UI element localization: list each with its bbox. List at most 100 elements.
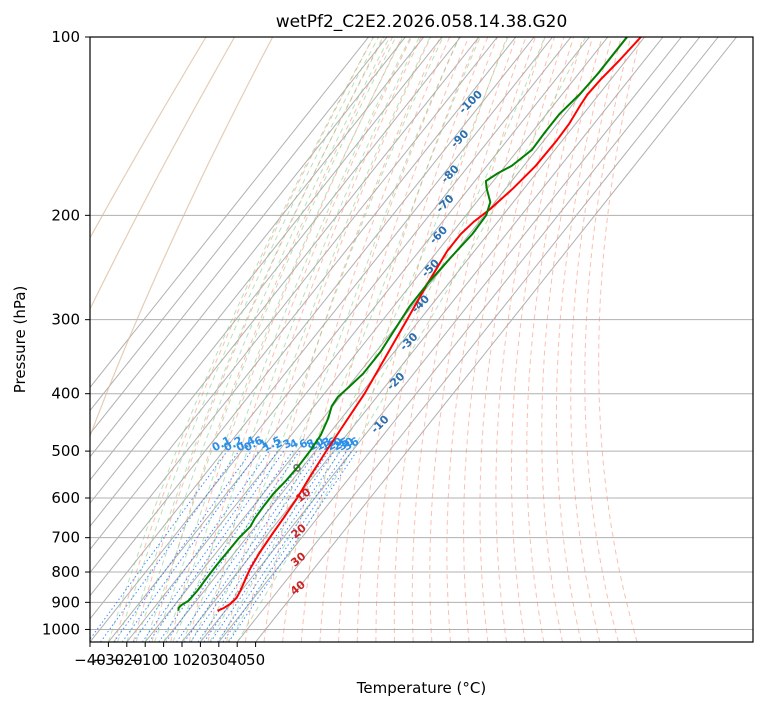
mixing-ratio-line	[228, 450, 358, 642]
dry-adiabat	[356, 37, 498, 642]
dry-adiabat	[570, 37, 622, 642]
isotherm--50	[90, 37, 553, 620]
isotherm--40	[90, 37, 572, 642]
dry-adiabat	[393, 37, 517, 642]
dry-adiabat	[300, 37, 470, 642]
moist-adiabat	[172, 37, 420, 642]
moist-adiabat	[181, 37, 431, 642]
moist-adiabat-label: -100	[456, 87, 485, 116]
mixing-ratio-label: 20	[325, 435, 345, 454]
x-tick-label: −20	[111, 651, 143, 669]
y-tick-label: 500	[51, 442, 80, 460]
moist-adiabat-label: -30	[397, 330, 420, 353]
isotherm-20	[200, 37, 682, 642]
isotherm--120	[90, 37, 425, 458]
dry-adiabat	[495, 37, 575, 642]
moist-adiabat-label: -80	[439, 162, 462, 185]
mixing-ratio-line	[121, 450, 260, 642]
y-axis-label: Pressure (hPa)	[11, 286, 29, 394]
x-tick-label: −30	[93, 651, 125, 669]
mixing-ratio-line	[165, 450, 300, 642]
moist-adiabat-label: -10	[368, 412, 391, 435]
isotherm-10	[181, 37, 664, 642]
moist-adiabat	[135, 37, 391, 642]
dry-adiabat	[170, 37, 403, 642]
dry-adiabat	[188, 37, 413, 642]
mixing-ratio-line	[90, 450, 228, 640]
y-tick-label: 800	[51, 563, 80, 581]
mixing-ratio-line	[141, 450, 279, 642]
dry-adiabat-solid	[90, 37, 274, 438]
mixing-ratio-label: 25	[331, 435, 351, 454]
y-tick-label: 400	[51, 385, 80, 403]
dry-adiabat	[479, 37, 565, 642]
axes: −40−30−20−100 10 20 30 40 50 100 200 300 400 500 60…	[42, 28, 265, 669]
dry-adiabat	[244, 37, 441, 642]
isotherm--80	[90, 37, 498, 551]
dry-adiabat	[555, 37, 613, 642]
mixing-ratio-label: 30	[336, 435, 356, 454]
isotherm--100	[90, 37, 461, 504]
dry-adiabat	[598, 37, 641, 642]
dry-adiabat-solid	[90, 37, 207, 240]
mixing-ratio-line	[210, 450, 341, 642]
isotherm--60	[90, 37, 535, 597]
mixing-ratio-line	[222, 450, 353, 642]
moist-adiabat	[107, 37, 374, 642]
dry-adiabat	[151, 37, 394, 642]
isotherm--140	[90, 37, 388, 412]
moist-adiabat	[218, 37, 509, 642]
x-tick-label: 40	[228, 651, 247, 669]
mixing-ratio-label: 36	[341, 435, 361, 454]
moist-adiabat-label: -70	[433, 192, 456, 215]
y-tick-label: 900	[51, 593, 80, 611]
isotherm--30	[108, 37, 590, 642]
dry-adiabat	[584, 37, 632, 642]
dry-adiabat	[511, 37, 584, 642]
moist-adiabat	[126, 37, 385, 642]
y-tick-label: 100	[51, 28, 80, 46]
y-tick-label: 600	[51, 489, 80, 507]
dry-adiabat-solid	[90, 37, 236, 311]
dry-adiabat	[319, 37, 479, 642]
moist-adiabat	[163, 37, 411, 642]
isotherm-0	[163, 37, 645, 642]
x-tick-label: 10	[172, 651, 191, 669]
moist-adiabat	[227, 37, 546, 642]
moist-adiabat-label-lower: 30	[288, 549, 308, 569]
dry-adiabat	[526, 37, 594, 642]
x-tick-label: 0	[159, 651, 169, 669]
mixing-ratio-line	[216, 450, 348, 642]
isotherm--110	[90, 37, 443, 481]
mixing-ratio-line	[203, 450, 335, 642]
dry-adiabat	[411, 37, 527, 642]
x-axis-label: Temperature (°C)	[356, 679, 486, 697]
dry-adiabat	[263, 37, 451, 642]
plot-frame	[89, 36, 754, 643]
dry-adiabat	[446, 37, 546, 642]
isotherm--130	[90, 37, 406, 435]
temperature-profile-line	[217, 37, 642, 612]
mixing-ratio-line	[158, 450, 294, 642]
moist-adiabat-label-lower: 40	[288, 578, 308, 598]
mixing-ratio-line	[100, 450, 240, 642]
mixing-ratio-line	[113, 450, 252, 642]
isotherm-30	[218, 37, 701, 642]
mixing-ratio-line	[197, 450, 330, 642]
moist-adiabat	[190, 37, 444, 642]
x-tick-label: 20	[191, 651, 210, 669]
dry-adiabat	[114, 37, 375, 642]
dry-adiabat	[132, 37, 384, 642]
dry-adiabat	[338, 37, 489, 642]
moist-adiabat	[153, 37, 404, 642]
isotherm--20	[126, 37, 609, 642]
mixing-ratio-line	[183, 450, 317, 642]
x-tick-label: 30	[209, 651, 228, 669]
dry-adiabat	[429, 37, 536, 642]
moist-adiabat-label: -50	[419, 256, 442, 279]
mixing-ratio-line	[176, 450, 310, 642]
dry-adiabat	[282, 37, 460, 642]
x-tick-label: −40	[74, 651, 106, 669]
y-tick-label: 200	[51, 206, 80, 224]
